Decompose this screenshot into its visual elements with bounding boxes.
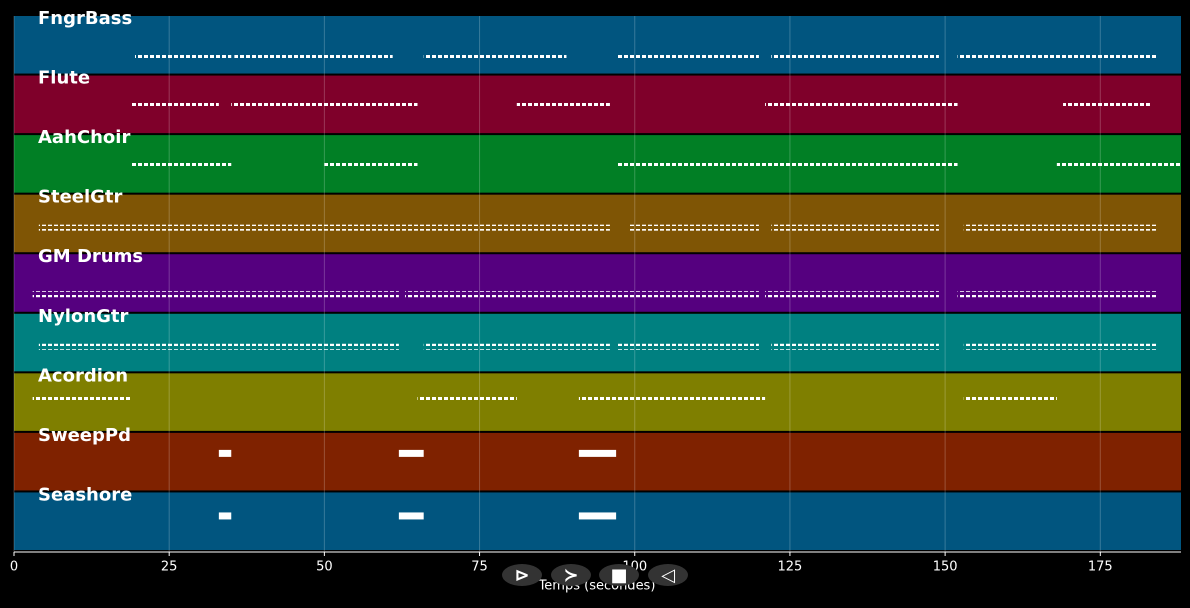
note-region — [578, 449, 617, 457]
note-region — [963, 396, 1057, 403]
note-region — [38, 224, 610, 231]
note-region — [578, 512, 617, 520]
x-tick-label: 0 — [10, 560, 18, 575]
note-region — [405, 291, 610, 298]
note-region — [771, 55, 939, 61]
note-region — [32, 396, 132, 403]
note-region — [1056, 162, 1181, 169]
note-region — [765, 102, 958, 109]
note-region — [135, 55, 232, 61]
x-tick-label: 50 — [316, 560, 333, 575]
note-region — [423, 343, 610, 350]
track-name: Acordion — [38, 365, 128, 386]
x-tick-label: 175 — [1088, 560, 1113, 575]
track-band — [14, 194, 1181, 253]
track-name: NylonGtr — [38, 306, 129, 327]
track-name: SweepPd — [38, 425, 131, 446]
x-tick-label: 125 — [778, 560, 803, 575]
note-region — [218, 512, 232, 520]
x-tick-label: 75 — [471, 560, 488, 575]
track-band — [14, 492, 1181, 550]
note-region — [1063, 102, 1150, 109]
track-name: GM Drums — [38, 246, 143, 267]
control-button[interactable] — [502, 564, 542, 586]
track-band — [14, 16, 1181, 74]
note-region — [234, 55, 393, 61]
note-region — [957, 55, 1157, 61]
note-region — [324, 162, 418, 169]
track-name: FngrBass — [38, 8, 132, 29]
control-icon[interactable]: ⊳ — [514, 565, 529, 586]
note-region — [32, 291, 399, 298]
x-tick-label: 150 — [933, 560, 958, 575]
control-icon[interactable]: ■ — [610, 565, 627, 586]
track-name: Seashore — [38, 484, 132, 505]
note-region — [771, 224, 939, 231]
note-region — [417, 396, 517, 403]
note-region — [616, 162, 958, 169]
control-icon[interactable]: ◁ — [661, 565, 675, 586]
note-region — [423, 55, 567, 61]
track-name: SteelGtr — [38, 187, 123, 208]
note-region — [609, 291, 759, 298]
note-region — [616, 343, 759, 350]
track-name: AahChoir — [38, 127, 130, 148]
track-name: Flute — [38, 68, 90, 89]
note-region — [398, 449, 424, 457]
note-region — [398, 512, 424, 520]
note-region — [628, 224, 759, 231]
note-region — [771, 343, 939, 350]
control-button[interactable] — [551, 564, 591, 586]
note-region — [616, 55, 759, 61]
note-region — [131, 162, 232, 169]
note-region — [765, 291, 939, 298]
note-region — [38, 343, 399, 350]
track-band — [14, 254, 1181, 312]
control-icon[interactable]: ≻ — [563, 565, 578, 586]
note-region — [516, 102, 610, 109]
note-region — [218, 449, 232, 457]
note-region — [963, 343, 1157, 350]
note-region — [963, 224, 1157, 231]
track-band — [14, 432, 1181, 491]
x-tick-label: 25 — [161, 560, 178, 575]
control-button[interactable] — [599, 564, 639, 586]
note-region — [231, 102, 418, 109]
control-button[interactable] — [648, 564, 688, 586]
note-region — [131, 102, 219, 109]
track-band — [14, 313, 1181, 372]
note-region — [957, 291, 1157, 298]
note-region — [578, 396, 766, 403]
